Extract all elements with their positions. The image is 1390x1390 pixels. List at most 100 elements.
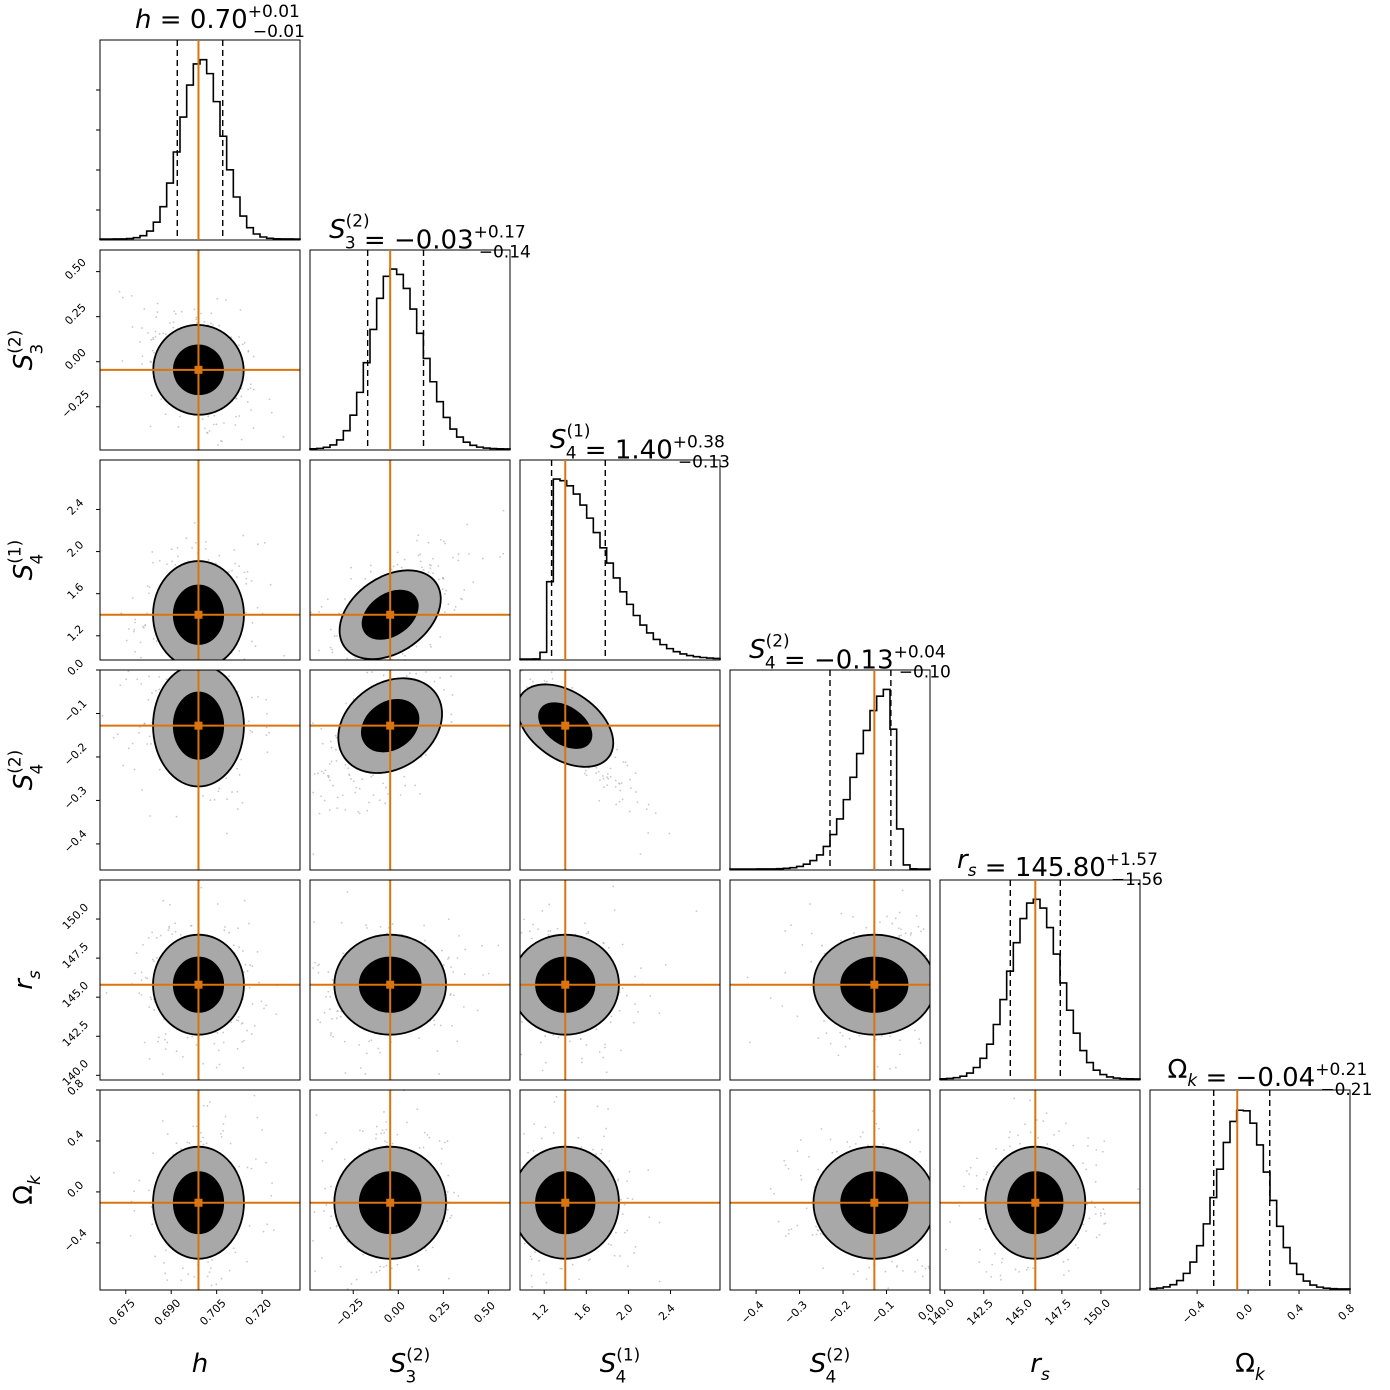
- sample-point: [439, 1024, 442, 1027]
- panel-5-0: −0.40.00.40.8: [61, 1077, 301, 1321]
- sample-point: [897, 927, 900, 930]
- sample-point: [164, 1048, 167, 1051]
- histogram-panel-5: [1149, 1089, 1351, 1291]
- sample-point: [234, 1251, 237, 1254]
- sample-point: [148, 1057, 151, 1060]
- sample-point: [257, 696, 259, 698]
- sample-point: [195, 316, 198, 319]
- sample-point: [545, 1281, 548, 1284]
- sample-point: [799, 1139, 802, 1141]
- y-tick-label: 1.2: [65, 623, 87, 645]
- sample-point: [151, 349, 154, 352]
- sample-point: [330, 746, 333, 749]
- sample-point: [131, 597, 134, 599]
- sample-point: [403, 654, 406, 657]
- sample-point: [518, 1201, 520, 1203]
- sample-point: [194, 541, 197, 544]
- sample-point: [456, 956, 459, 959]
- sample-point: [171, 560, 173, 563]
- sample-point: [450, 713, 453, 716]
- sample-point: [427, 541, 430, 544]
- histogram-panel-3: [729, 669, 931, 871]
- panel-content: [100, 250, 300, 450]
- label-symbol: S: [749, 635, 766, 665]
- sample-point: [654, 812, 657, 815]
- param-title-2: S(1) 4 = 1.40+0.38 −0.13: [550, 420, 730, 472]
- sample-point: [401, 653, 404, 655]
- sample-point: [323, 799, 326, 802]
- panel-content: [310, 460, 510, 660]
- sample-point: [240, 395, 243, 398]
- sample-point: [784, 1235, 787, 1238]
- sample-point: [1082, 1162, 1084, 1165]
- sample-point: [822, 1267, 825, 1270]
- sample-point: [313, 921, 316, 924]
- sample-point: [175, 815, 178, 818]
- label-symbol: S: [9, 774, 39, 791]
- sample-point: [199, 1131, 202, 1134]
- sample-point: [220, 1277, 223, 1280]
- sample-point: [930, 1280, 932, 1282]
- sample-point: [537, 928, 540, 931]
- sample-point: [430, 645, 432, 648]
- sample-point: [547, 930, 550, 932]
- sample-point: [168, 322, 171, 324]
- sample-point: [346, 657, 349, 660]
- sample-point: [533, 1123, 536, 1126]
- sample-point: [1103, 1140, 1106, 1143]
- sample-point: [260, 1000, 263, 1003]
- sample-point: [423, 924, 426, 927]
- sample-point: [224, 1319, 226, 1321]
- sample-point: [552, 1034, 554, 1036]
- sample-point: [614, 756, 617, 759]
- sample-point: [344, 763, 347, 766]
- sample-point: [621, 987, 624, 990]
- sample-point: [985, 1173, 988, 1176]
- sample-point: [256, 606, 259, 609]
- sample-point: [499, 555, 501, 558]
- sample-point: [241, 801, 244, 804]
- sample-point: [152, 1152, 154, 1155]
- sample-point: [621, 943, 624, 946]
- sample-point: [877, 1127, 880, 1130]
- panel-content: [514, 880, 720, 1080]
- sample-point: [174, 930, 177, 933]
- sample-point: [368, 1040, 371, 1043]
- sample-point: [631, 1198, 634, 1201]
- sample-point: [240, 758, 243, 761]
- sample-point: [437, 578, 440, 581]
- sample-point: [424, 666, 426, 668]
- sample-point: [231, 791, 233, 793]
- sample-point: [557, 1036, 560, 1039]
- label-subscript: 4: [826, 1366, 837, 1386]
- sample-point: [1062, 1274, 1065, 1276]
- sample-point: [258, 981, 260, 984]
- sample-point: [128, 628, 130, 630]
- sample-point: [559, 1267, 562, 1270]
- sample-point: [302, 1012, 304, 1014]
- sample-point: [607, 1108, 609, 1110]
- sample-point: [432, 572, 435, 575]
- sample-point: [514, 987, 516, 989]
- x-tick-label: −0.1: [869, 1298, 897, 1326]
- sample-point: [898, 911, 901, 914]
- truth-marker: [1031, 1198, 1040, 1207]
- sample-point: [933, 1211, 935, 1213]
- sample-point: [330, 760, 333, 763]
- sample-point: [837, 1054, 840, 1057]
- title-minus-error: −0.21: [1320, 1080, 1372, 1100]
- sample-point: [922, 928, 925, 931]
- axes-frame: [99, 1089, 301, 1291]
- sample-point: [227, 570, 230, 573]
- sample-point: [391, 923, 394, 925]
- sample-point: [628, 1170, 631, 1173]
- sample-point: [605, 1071, 608, 1074]
- sample-point: [375, 1125, 378, 1128]
- x-axis-label-4: rs: [1030, 1349, 1050, 1384]
- sample-point: [241, 343, 244, 346]
- label-superscript: (1): [616, 1344, 640, 1364]
- sample-point: [357, 810, 360, 813]
- sample-point: [336, 635, 338, 637]
- param-title-1: S(2) 3 = −0.03+0.17 −0.14: [329, 210, 531, 262]
- sample-point: [621, 798, 624, 801]
